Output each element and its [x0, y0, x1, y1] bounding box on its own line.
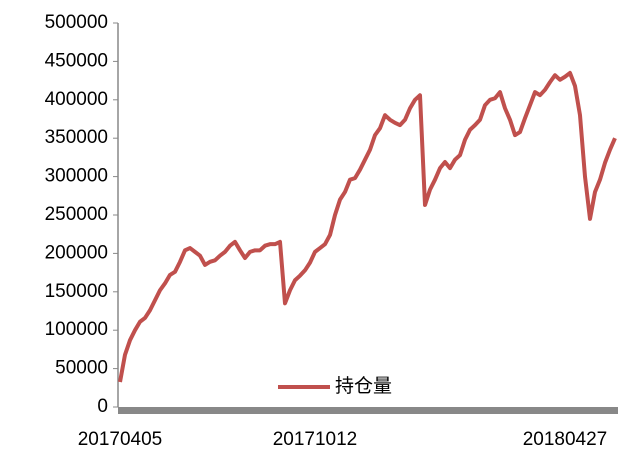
line — [118, 70, 617, 383]
y-tick-label: 200000 — [45, 242, 108, 263]
y-tick-label: 50000 — [55, 358, 108, 379]
x-tick-label: 20170405 — [78, 429, 163, 450]
y-tick-label: 400000 — [45, 89, 108, 110]
y-tick-label: 300000 — [45, 166, 108, 187]
y-tick-label: 150000 — [45, 281, 108, 302]
x-tick-label: 20180427 — [523, 429, 608, 450]
y-tick-label: 350000 — [45, 127, 108, 148]
y-tick-label: 450000 — [45, 50, 108, 71]
x-axis — [118, 407, 618, 414]
y-tick-label: 500000 — [45, 12, 108, 33]
y-tick-label: 250000 — [45, 204, 108, 225]
y-tick-label: 0 — [97, 396, 108, 417]
y-tick-label: 100000 — [45, 319, 108, 340]
x-tick-label: 20171012 — [273, 429, 358, 450]
legend-label: 持仓量 — [335, 375, 392, 397]
